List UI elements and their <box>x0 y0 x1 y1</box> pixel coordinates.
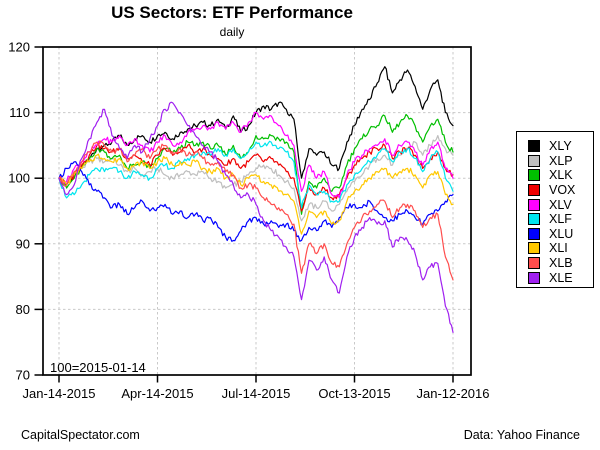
legend-swatch-XLY <box>528 140 540 153</box>
legend-label: XLV <box>549 197 572 212</box>
page-subtitle: daily <box>219 25 245 39</box>
y-tick-label: 90 <box>16 236 30 251</box>
legend-item-XLY: XLY <box>517 139 593 154</box>
x-tick-label: Jul-14-2015 <box>222 386 291 401</box>
legend-item-XLK: XLK <box>517 168 593 183</box>
legend-label: XLI <box>549 241 568 256</box>
x-tick-label: Oct-13-2015 <box>318 386 390 401</box>
series-line-XLE <box>58 101 454 333</box>
legend-swatch-XLF <box>528 213 540 226</box>
legend-item-XLE: XLE <box>517 270 593 285</box>
legend-label: VOX <box>549 183 576 198</box>
legend-item-XLU: XLU <box>517 227 593 242</box>
legend-swatch-XLP <box>528 154 540 167</box>
legend-label: XLY <box>549 139 572 154</box>
legend-swatch-XLV <box>528 198 540 211</box>
y-tick-label: 100 <box>8 171 30 186</box>
series-line-XLP <box>58 135 454 222</box>
legend-item-XLB: XLB <box>517 256 593 271</box>
series-line-XLB <box>58 140 454 281</box>
series-line-XLV <box>58 111 454 199</box>
legend-item-XLV: XLV <box>517 197 593 212</box>
legend-item-XLP: XLP <box>517 154 593 169</box>
series-line-XLI <box>58 153 454 235</box>
legend-swatch-XLB <box>528 257 540 270</box>
x-tick-label: Jan-12-2016 <box>417 386 490 401</box>
baseline-annotation: 100=2015-01-14 <box>50 360 146 375</box>
footer-site-credit: CapitalSpectator.com <box>21 428 140 442</box>
series-line-XLF <box>58 140 454 209</box>
y-tick-label: 120 <box>8 40 30 55</box>
y-tick-label: 110 <box>9 105 30 120</box>
legend-swatch-XLK <box>528 169 540 182</box>
footer-data-source: Data: Yahoo Finance <box>463 428 580 442</box>
legend-item-XLI: XLI <box>517 241 593 256</box>
page-title: US Sectors: ETF Performance <box>111 3 353 22</box>
legend-item-VOX: VOX <box>517 183 593 198</box>
legend-label: XLF <box>549 212 572 227</box>
legend-label: XLK <box>549 168 573 183</box>
x-tick-label: Jan-14-2015 <box>23 386 96 401</box>
legend-label: XLE <box>549 270 573 285</box>
legend-swatch-XLI <box>528 242 540 255</box>
legend-item-XLF: XLF <box>517 212 593 227</box>
legend-swatch-XLE <box>528 271 540 284</box>
legend-label: XLP <box>549 153 573 168</box>
legend-swatch-VOX <box>528 184 540 197</box>
legend-label: XLU <box>549 226 574 241</box>
y-tick-label: 80 <box>16 302 30 317</box>
series-line-XLK <box>58 113 454 215</box>
legend-swatch-XLU <box>528 227 540 240</box>
legend-label: XLB <box>549 256 573 271</box>
x-tick-label: Apr-14-2015 <box>121 386 193 401</box>
y-tick-label: 70 <box>16 368 30 383</box>
legend-box: XLY XLP XLK VOX XLV XLF XLU XLI XLB XLE <box>516 131 594 288</box>
series-line-XLU <box>58 161 454 242</box>
